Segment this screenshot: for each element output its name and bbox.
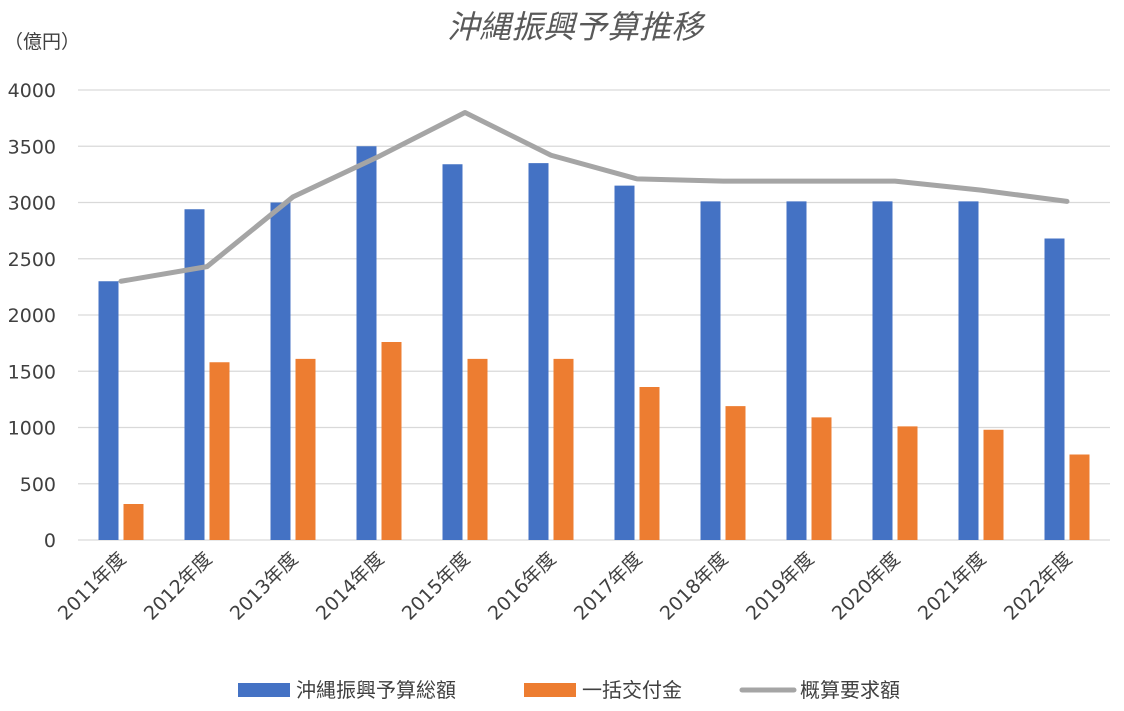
x-tick-label: 2013年度 xyxy=(226,548,303,625)
x-tick-label: 2020年度 xyxy=(828,548,905,625)
bar-total xyxy=(442,164,463,540)
x-tick-label: 2014年度 xyxy=(312,548,389,625)
y-axis-ticks: 0 500 1000 1500 2000 2500 3000 3500 4000 xyxy=(8,80,56,552)
y-unit-label: （億円） xyxy=(4,31,80,53)
x-tick-label: 2016年度 xyxy=(484,548,561,625)
bar-grant xyxy=(639,387,660,540)
bar-total xyxy=(528,163,549,540)
bar-grant xyxy=(295,358,316,540)
bar-grant xyxy=(811,417,832,540)
x-tick-label: 2018年度 xyxy=(656,548,733,625)
chart-title: 沖縄振興予算推移 xyxy=(447,8,706,46)
legend-label: 沖縄振興予算総額 xyxy=(296,678,456,702)
y-tick-label: 4000 xyxy=(8,80,56,102)
legend-swatch xyxy=(238,683,290,697)
bar-total xyxy=(1044,238,1065,540)
x-tick-label: 2012年度 xyxy=(140,548,217,625)
y-tick-label: 500 xyxy=(20,474,56,496)
bars xyxy=(98,146,1090,540)
line-budget-request xyxy=(118,110,1070,284)
legend-label: 概算要求額 xyxy=(800,678,900,702)
bar-grant xyxy=(983,429,1004,540)
y-tick-label: 1000 xyxy=(8,418,56,440)
bar-grant xyxy=(725,406,746,540)
bar-grant xyxy=(553,358,574,540)
legend-swatch xyxy=(524,683,576,697)
bar-grant xyxy=(209,362,230,540)
x-tick-label: 2022年度 xyxy=(1000,548,1077,625)
bar-total xyxy=(356,146,377,540)
bar-grant xyxy=(381,342,402,540)
line-series xyxy=(118,110,1070,284)
x-tick-label: 2015年度 xyxy=(398,548,475,625)
y-tick-label: 3500 xyxy=(8,136,56,158)
bar-total xyxy=(958,201,979,540)
y-tick-label: 2500 xyxy=(8,249,56,271)
bar-grant xyxy=(1069,454,1090,540)
x-tick-label: 2019年度 xyxy=(742,548,819,625)
y-tick-label: 0 xyxy=(44,530,56,552)
x-tick-label: 2017年度 xyxy=(570,548,647,625)
bar-total xyxy=(98,281,119,540)
x-tick-label: 2011年度 xyxy=(54,548,131,625)
bar-total xyxy=(786,201,807,540)
y-tick-label: 1500 xyxy=(8,361,56,383)
bar-total xyxy=(700,201,721,540)
gridlines xyxy=(78,89,1110,541)
bar-grant xyxy=(897,426,918,540)
bar-total xyxy=(614,185,635,540)
legend: 沖縄振興予算総額 一括交付金 概算要求額 xyxy=(238,678,900,702)
y-tick-label: 3000 xyxy=(8,193,56,215)
bar-grant xyxy=(123,504,144,540)
bar-total xyxy=(872,201,893,540)
x-tick-label: 2021年度 xyxy=(914,548,991,625)
y-tick-label: 2000 xyxy=(8,305,56,327)
x-axis-ticks: 2011年度 2012年度 2013年度 2014年度 2015年度 2016年度 2017… xyxy=(54,548,1077,625)
legend-label: 一括交付金 xyxy=(582,678,682,702)
bar-total xyxy=(184,209,205,540)
bar-grant xyxy=(467,358,488,540)
bar-total xyxy=(270,202,291,540)
